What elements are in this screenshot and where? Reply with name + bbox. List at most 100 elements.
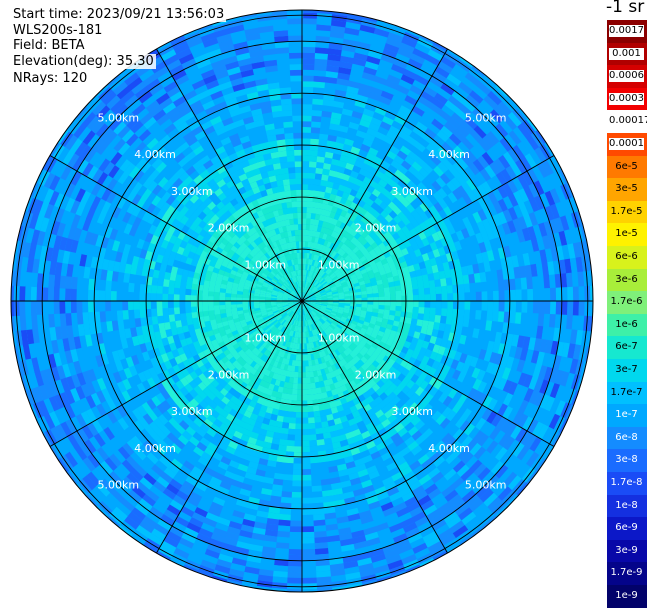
range-gate (275, 542, 289, 549)
range-gate (302, 133, 312, 139)
range-gate (301, 441, 309, 447)
range-gate (539, 301, 545, 315)
range-gate (301, 561, 316, 567)
range-gate (302, 429, 310, 435)
range-gate (492, 311, 499, 322)
range-gate (302, 121, 312, 127)
range-gate (111, 310, 118, 321)
range-gate (31, 272, 38, 288)
range-gate (441, 286, 447, 294)
range-gate (128, 291, 134, 301)
range-gate (308, 423, 316, 429)
range-gate (390, 291, 396, 297)
range-gate (362, 301, 368, 305)
range-gate (134, 300, 140, 310)
range-gate (515, 278, 522, 291)
range-gate (302, 406, 308, 412)
range-gate (527, 289, 533, 302)
range-gate (197, 295, 203, 301)
range-gate (59, 287, 65, 301)
range-gate (434, 279, 441, 287)
range-gate (463, 275, 470, 285)
range-gate (302, 190, 308, 196)
range-gate (526, 313, 533, 326)
range-gate (390, 301, 396, 306)
range-gate (48, 273, 55, 288)
range-gate (379, 292, 385, 297)
range-gate (442, 301, 448, 309)
range-gate (436, 294, 442, 302)
range-gate (220, 305, 226, 310)
range-gate (71, 312, 78, 325)
range-gate (134, 292, 140, 302)
range-gate (288, 549, 302, 555)
range-gate (294, 435, 302, 441)
range-gate (163, 315, 170, 323)
range-gate (561, 301, 567, 316)
range-gate (88, 278, 95, 290)
range-gate (481, 310, 488, 321)
range-gate (302, 173, 309, 179)
range-gate (301, 532, 314, 538)
range-gate (533, 289, 539, 302)
range-gate (510, 301, 516, 313)
range-gate (572, 272, 579, 288)
range-gate (31, 286, 37, 301)
range-gate (430, 301, 436, 309)
range-gate (305, 372, 310, 378)
range-gate (280, 433, 288, 440)
range-gate (302, 76, 315, 82)
range-gate (538, 313, 545, 327)
range-gate (286, 446, 295, 452)
range-gate (117, 300, 123, 310)
range-gate (302, 213, 307, 219)
range-gate (197, 306, 203, 312)
range-gate (435, 286, 441, 294)
range-gate (279, 508, 291, 515)
range-gate (286, 440, 295, 446)
range-gate (278, 514, 291, 521)
range-gate (140, 309, 146, 318)
range-gate (498, 311, 505, 323)
range-gate (302, 418, 309, 424)
range-gate (294, 446, 303, 452)
range-gate (579, 301, 585, 317)
range-gate (54, 300, 60, 314)
range-gate (522, 301, 528, 314)
range-gate (298, 372, 302, 378)
range-gate (550, 301, 556, 315)
range-gate (288, 429, 296, 435)
range-gate (458, 309, 464, 318)
range-gate (302, 167, 310, 173)
range-gate (301, 458, 310, 464)
range-gate (19, 285, 25, 301)
range-gate (48, 300, 54, 314)
range-gate (302, 98, 313, 104)
range-gate (231, 297, 237, 301)
range-gate (291, 400, 297, 406)
range-gate (151, 308, 157, 317)
range-gate (302, 127, 312, 133)
range-gate (197, 311, 204, 318)
range-gate (302, 41, 317, 47)
range-gate (469, 283, 476, 293)
range-gate (566, 315, 573, 331)
range-gate (316, 30, 332, 37)
range-gate (314, 59, 328, 66)
range-gate (464, 292, 470, 302)
range-gate (179, 294, 185, 301)
range-gate (418, 307, 424, 314)
range-gate (311, 121, 321, 128)
range-gate (293, 458, 302, 464)
range-gate (291, 486, 302, 492)
range-gate (311, 133, 321, 139)
range-gate (447, 309, 453, 318)
range-gate (287, 434, 295, 440)
range-gate (306, 383, 311, 389)
range-gate (407, 289, 413, 296)
range-gate (573, 287, 579, 303)
range-gate (550, 288, 556, 302)
range-gate (185, 288, 191, 295)
range-gate (435, 308, 441, 316)
range-gate (25, 300, 31, 316)
